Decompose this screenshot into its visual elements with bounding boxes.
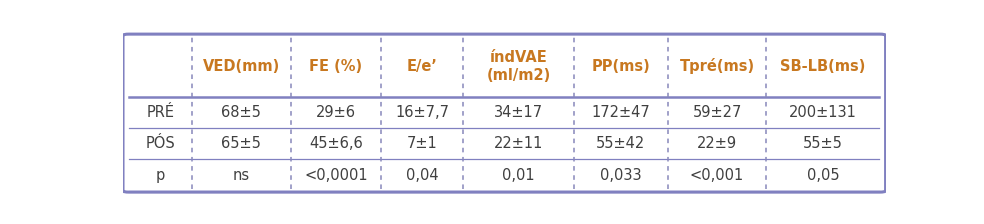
Text: 55±42: 55±42: [596, 136, 646, 151]
Text: 0,033: 0,033: [600, 168, 642, 183]
Text: índVAE
(ml/m2): índVAE (ml/m2): [486, 50, 551, 83]
Text: 65±5: 65±5: [221, 136, 262, 151]
Text: ns: ns: [233, 168, 250, 183]
Text: 172±47: 172±47: [591, 105, 650, 120]
Text: 0,04: 0,04: [406, 168, 439, 183]
Text: <0,0001: <0,0001: [304, 168, 368, 183]
Text: 200±131: 200±131: [789, 105, 857, 120]
FancyBboxPatch shape: [123, 34, 886, 192]
Text: 0,05: 0,05: [807, 168, 839, 183]
Text: VED(mm): VED(mm): [203, 59, 280, 74]
Text: 34±17: 34±17: [494, 105, 543, 120]
Text: E/e’: E/e’: [406, 59, 438, 74]
Text: PÓS: PÓS: [146, 136, 175, 151]
Text: 0,01: 0,01: [502, 168, 535, 183]
Text: p: p: [155, 168, 165, 183]
Text: 7±1: 7±1: [406, 136, 438, 151]
Text: 22±9: 22±9: [697, 136, 737, 151]
Text: 68±5: 68±5: [221, 105, 262, 120]
Text: 29±6: 29±6: [316, 105, 356, 120]
Text: 22±11: 22±11: [494, 136, 543, 151]
Text: 59±27: 59±27: [693, 105, 742, 120]
Text: 55±5: 55±5: [803, 136, 843, 151]
Text: 16±7,7: 16±7,7: [396, 105, 450, 120]
Text: PP(ms): PP(ms): [591, 59, 650, 74]
Text: PRÉ: PRÉ: [147, 105, 174, 120]
Text: SB‑LB(ms): SB‑LB(ms): [780, 59, 866, 74]
Text: Tpré(ms): Tpré(ms): [680, 58, 755, 74]
Text: <0,001: <0,001: [690, 168, 744, 183]
Text: FE (%): FE (%): [309, 59, 362, 74]
Text: 45±6,6: 45±6,6: [309, 136, 363, 151]
